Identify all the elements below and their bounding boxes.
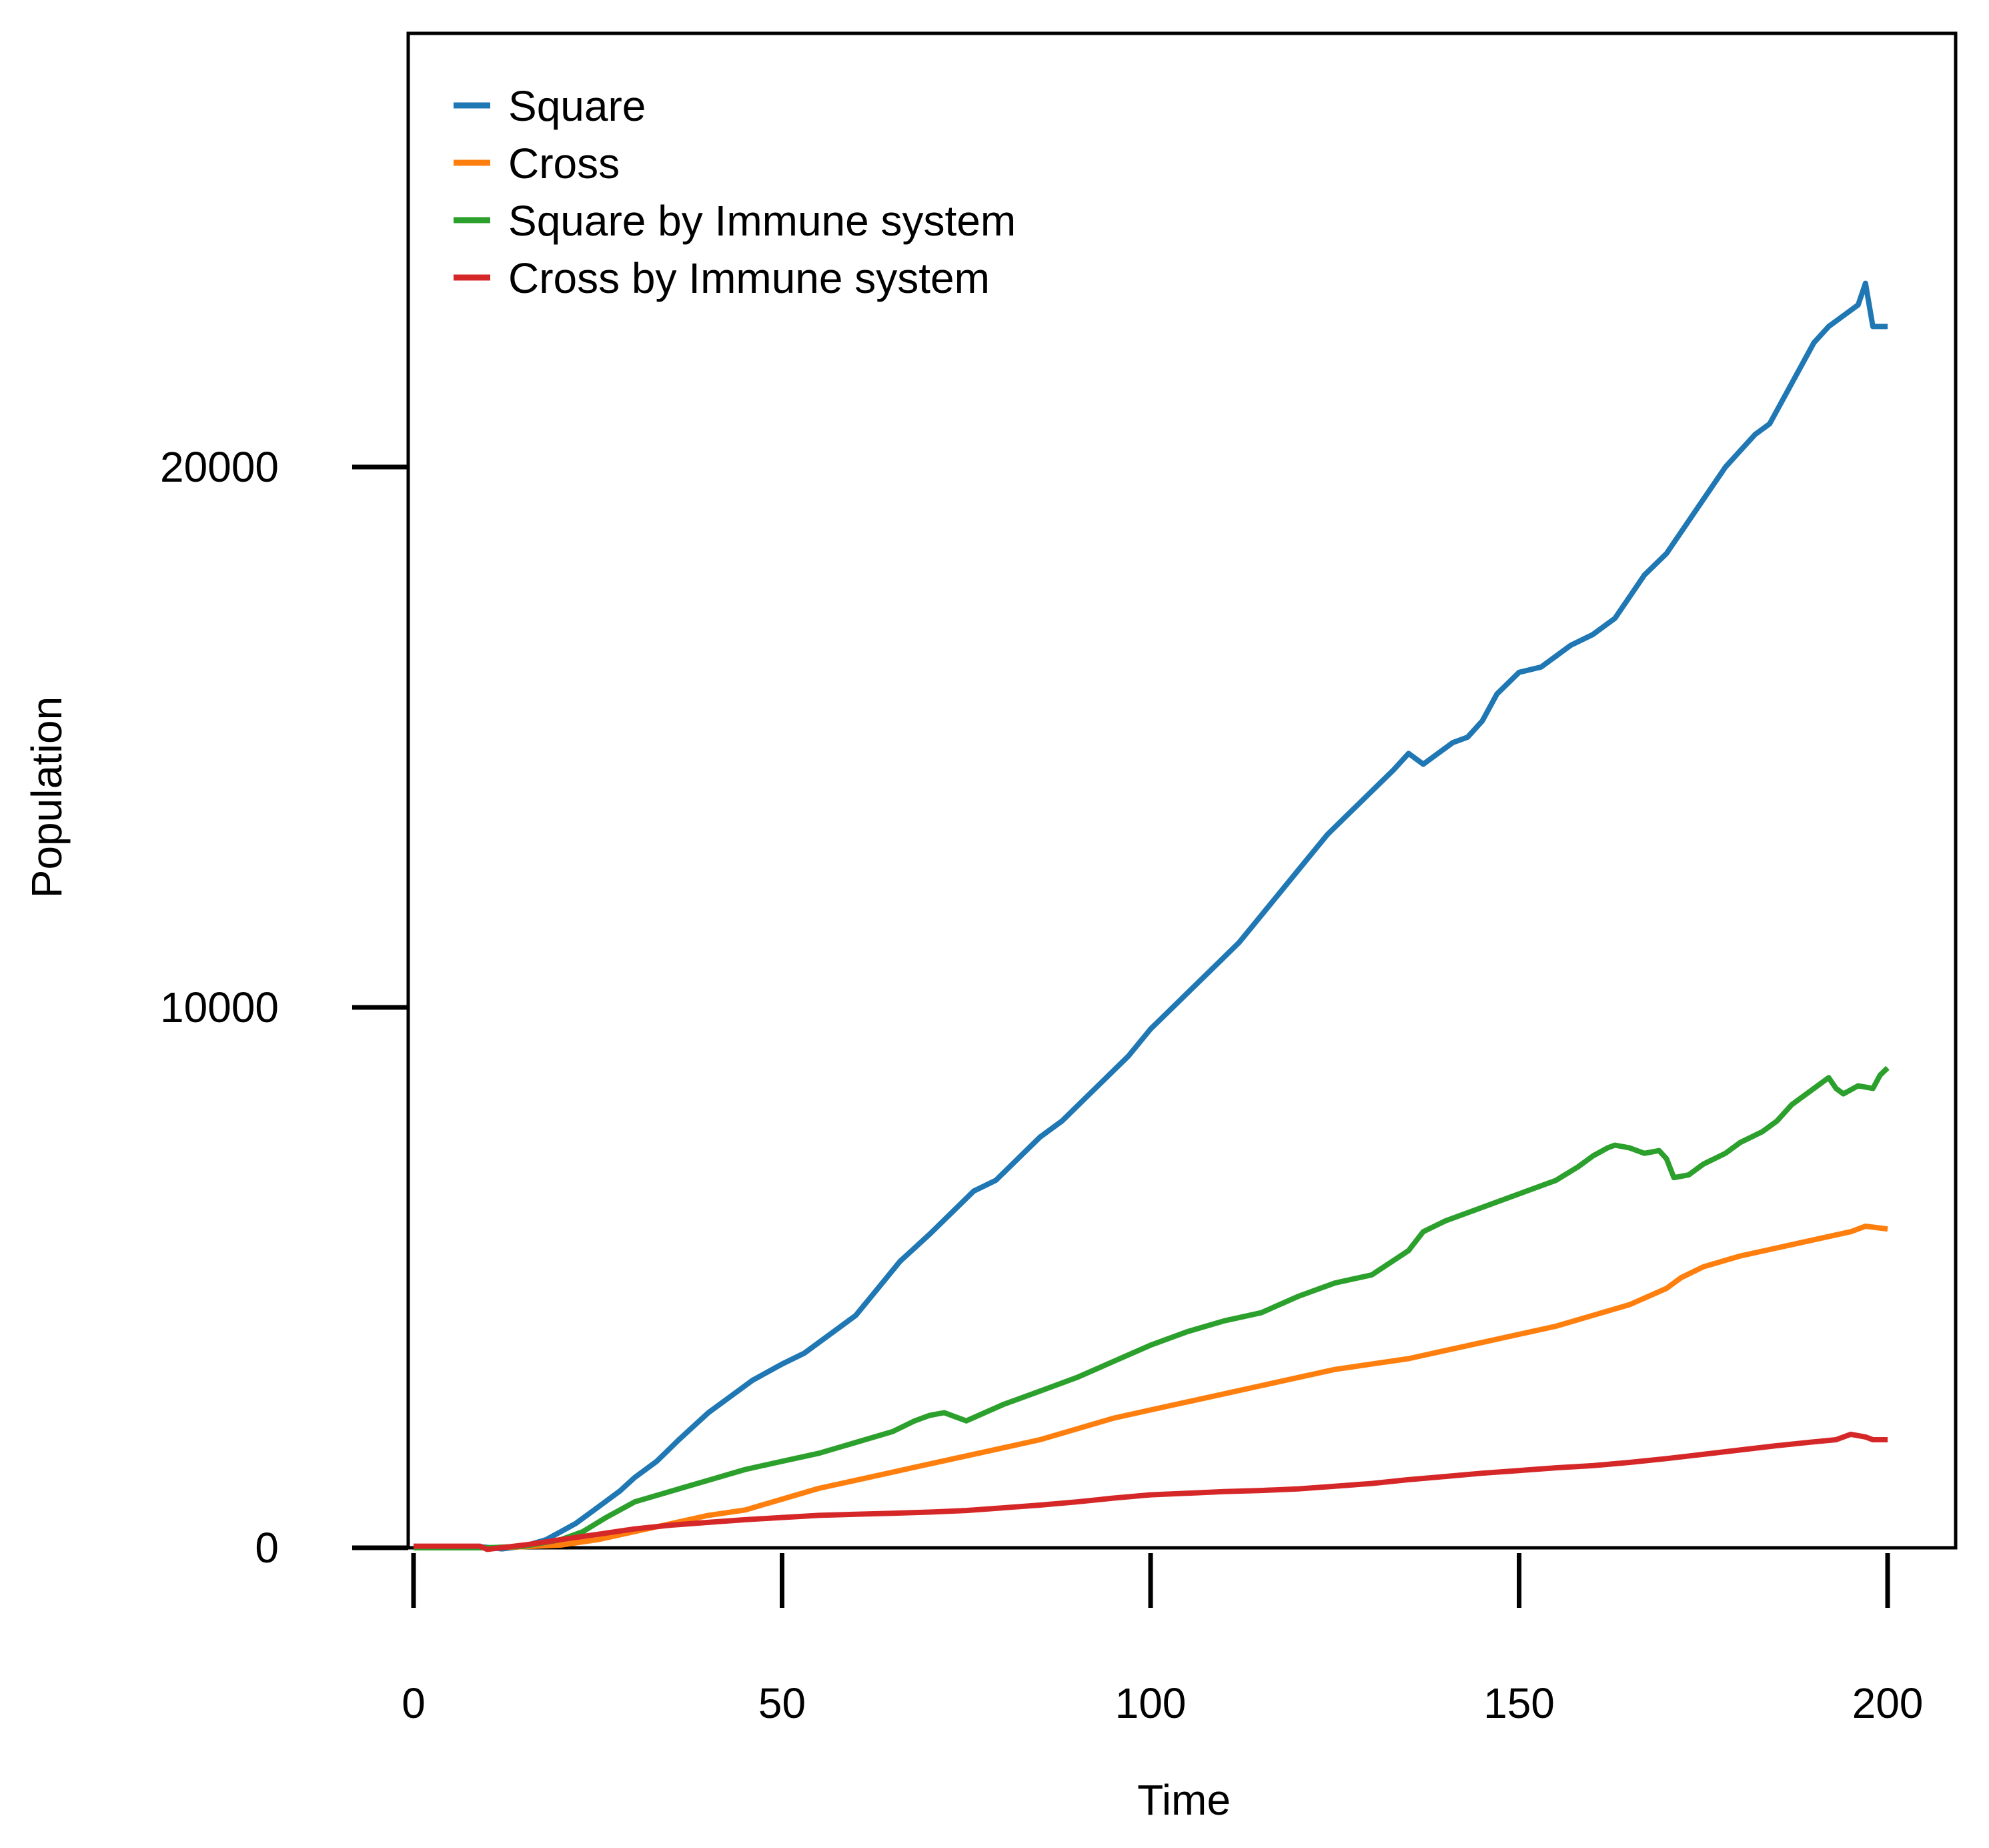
legend-label: Square [508,82,646,130]
series-line-1 [414,1224,1888,1550]
x-tick-label: 100 [1115,1679,1187,1727]
series-line-2 [414,1065,1890,1550]
series-line-0 [414,280,1888,1552]
x-tick-label: 200 [1852,1679,1924,1727]
x-tick-label: 50 [758,1679,806,1727]
y-tick-label: 20000 [160,443,279,491]
legend-label: Square by Immune system [508,197,1016,245]
y-tick-label: 10000 [160,983,279,1031]
legend-label: Cross by Immune system [508,254,990,302]
plot-frame [406,31,1958,1550]
y-tick-label: 0 [255,1524,279,1572]
legend: Square Cross Square by Immune system Cross … [454,82,1016,302]
series-line-3 [414,1431,1888,1552]
legend-label: Cross [508,139,620,187]
y-axis: 0 10000 20000 [160,443,408,1572]
x-tick-label: 150 [1483,1679,1555,1727]
x-axis-label: Time [1137,1776,1231,1824]
x-axis: 0 50 100 150 200 [402,1553,1923,1727]
series-lines [414,280,1890,1552]
x-tick-label: 0 [402,1679,426,1727]
y-axis-label: Population [23,697,71,898]
